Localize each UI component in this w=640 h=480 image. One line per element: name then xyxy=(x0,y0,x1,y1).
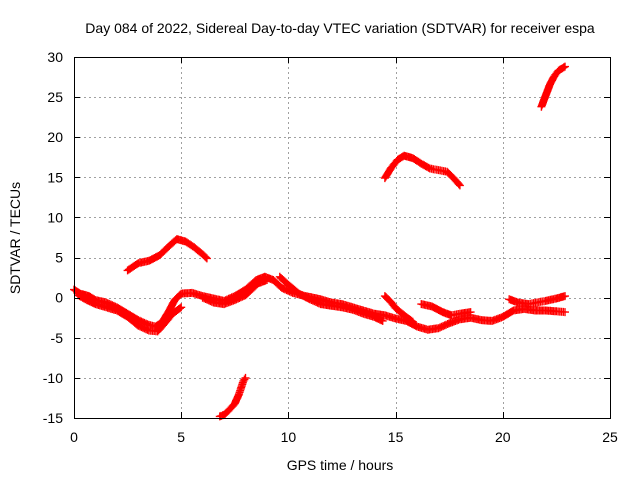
data-series-sdtvar xyxy=(70,62,569,421)
x-tick-label: 15 xyxy=(388,429,404,445)
y-tick-label: 10 xyxy=(47,209,63,225)
y-tick-label: -10 xyxy=(43,370,63,386)
chart-title: Day 084 of 2022, Sidereal Day-to-day VTE… xyxy=(85,20,595,36)
series-segment xyxy=(74,291,186,336)
grid xyxy=(74,57,610,418)
series-segment xyxy=(215,373,250,421)
y-tick-label: 20 xyxy=(47,129,63,145)
series-segment xyxy=(505,292,569,309)
data-point-markers xyxy=(537,62,569,111)
series-segment xyxy=(123,235,211,275)
x-axis-title: GPS time / hours xyxy=(287,457,394,473)
x-tick-label: 0 xyxy=(70,429,78,445)
x-tick-label: 5 xyxy=(177,429,185,445)
data-point-markers xyxy=(198,276,271,309)
y-tick-label: -15 xyxy=(43,410,63,426)
axis-ticks: 0 5 10 15 20 25 -15 -10 -5 0 5 10 15 20 25 30 xyxy=(43,49,618,445)
y-tick-label: 15 xyxy=(47,169,63,185)
series-segment xyxy=(198,276,271,309)
series-segment xyxy=(380,151,464,190)
x-tick-label: 10 xyxy=(281,429,297,445)
data-point-markers xyxy=(380,292,417,326)
x-tick-label: 25 xyxy=(602,429,618,445)
y-tick-label: 30 xyxy=(47,49,63,65)
data-point-markers xyxy=(505,292,569,309)
y-tick-label: 0 xyxy=(55,290,63,306)
plot-frame xyxy=(74,57,611,419)
series-segment xyxy=(275,272,387,325)
series-segment xyxy=(380,292,417,326)
data-point-markers xyxy=(123,235,211,275)
series-segment xyxy=(417,300,475,320)
data-point-markers xyxy=(74,291,186,336)
data-point-markers xyxy=(275,272,387,325)
y-tick-label: -5 xyxy=(51,330,64,346)
x-tick-label: 20 xyxy=(495,429,511,445)
y-tick-label: 25 xyxy=(47,89,63,105)
data-point-markers xyxy=(380,151,464,190)
data-point-markers xyxy=(417,300,475,320)
series-segment xyxy=(537,62,569,111)
y-tick-label: 5 xyxy=(55,250,63,266)
y-axis-title: SDTVAR / TECUs xyxy=(7,182,23,294)
data-point-markers xyxy=(215,373,250,421)
